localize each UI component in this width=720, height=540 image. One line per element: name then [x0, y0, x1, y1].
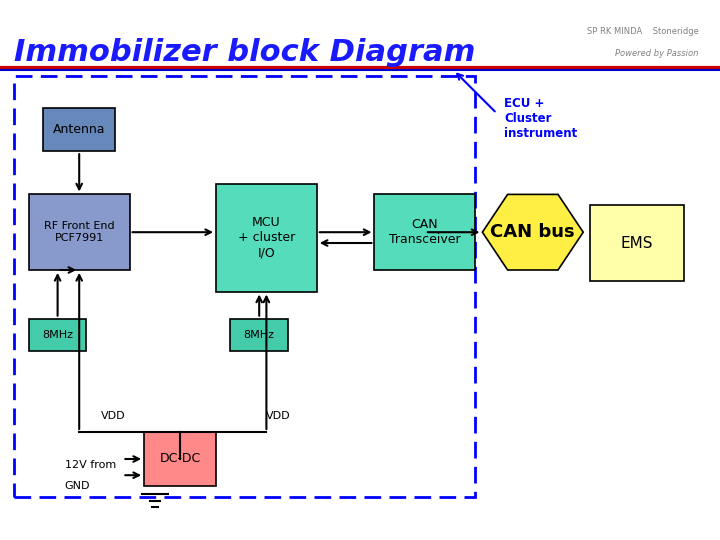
Text: VDD: VDD — [101, 411, 125, 421]
Text: CAN
Transceiver: CAN Transceiver — [389, 218, 461, 246]
FancyBboxPatch shape — [216, 184, 317, 292]
FancyBboxPatch shape — [29, 194, 130, 270]
FancyBboxPatch shape — [29, 319, 86, 351]
FancyBboxPatch shape — [43, 108, 115, 151]
Text: RF Front End
PCF7991: RF Front End PCF7991 — [44, 221, 114, 243]
Text: ECU +
Cluster
instrument: ECU + Cluster instrument — [504, 97, 577, 140]
Text: 8MHz: 8MHz — [243, 330, 275, 340]
FancyBboxPatch shape — [374, 194, 475, 270]
Text: VDD: VDD — [266, 411, 291, 421]
Text: MCU
+ cluster
I/O: MCU + cluster I/O — [238, 216, 295, 259]
FancyBboxPatch shape — [590, 205, 684, 281]
Text: Antenna: Antenna — [53, 123, 105, 136]
Text: GND: GND — [65, 481, 90, 491]
Text: DC-DC: DC-DC — [159, 453, 201, 465]
Text: Immobilizer block Diagram: Immobilizer block Diagram — [14, 38, 476, 67]
Text: CAN bus: CAN bus — [490, 223, 575, 241]
FancyBboxPatch shape — [144, 432, 216, 486]
Text: Powered by Passion: Powered by Passion — [615, 49, 698, 58]
Text: 8MHz: 8MHz — [42, 330, 73, 340]
Polygon shape — [482, 194, 583, 270]
Text: 12V from: 12V from — [65, 460, 116, 470]
Text: EMS: EMS — [621, 235, 654, 251]
FancyBboxPatch shape — [230, 319, 288, 351]
Text: SP RK MINDA    Stoneridge: SP RK MINDA Stoneridge — [587, 27, 698, 36]
